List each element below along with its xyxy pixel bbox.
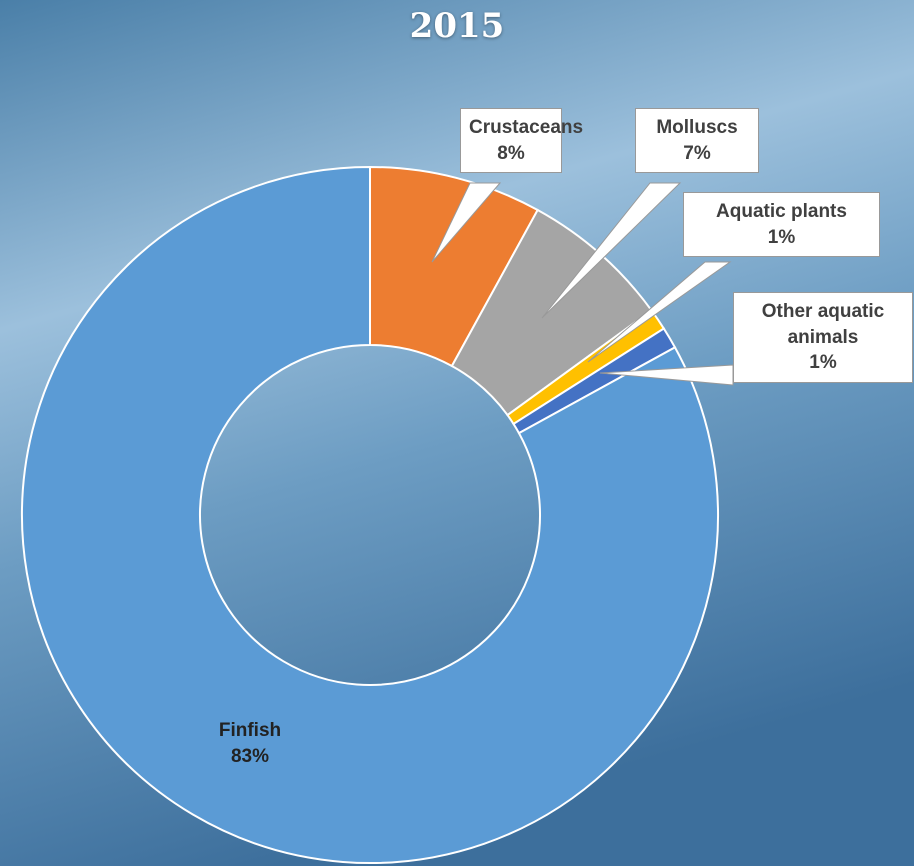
callout	[431, 182, 502, 263]
callout	[587, 261, 732, 363]
data-label: Finfish 83%	[195, 712, 305, 775]
slices	[21, 165, 719, 864]
label-value: 8%	[497, 142, 525, 164]
label-name: Crustaceans	[469, 117, 584, 138]
label-value: 1%	[767, 226, 796, 248]
callout	[541, 182, 682, 319]
data-label: Crustaceans 8%	[460, 108, 584, 174]
label-value: 83%	[230, 745, 270, 767]
data-label: Aquatic plants 1%	[683, 192, 880, 258]
data-label: Molluscs 7%	[635, 108, 759, 174]
label-name: Aquatic plants	[716, 201, 847, 222]
label-name: Other aquatic animals	[761, 301, 885, 348]
chart-title: 2015	[409, 6, 505, 46]
label-name: Molluscs	[656, 117, 738, 138]
label-value: 7%	[683, 142, 711, 164]
callouts	[431, 182, 734, 386]
data-label: Other aquatic animals 1%	[733, 292, 913, 383]
slice	[21, 165, 719, 864]
label-value: 1%	[809, 352, 837, 374]
label-name: Finfish	[218, 720, 282, 741]
